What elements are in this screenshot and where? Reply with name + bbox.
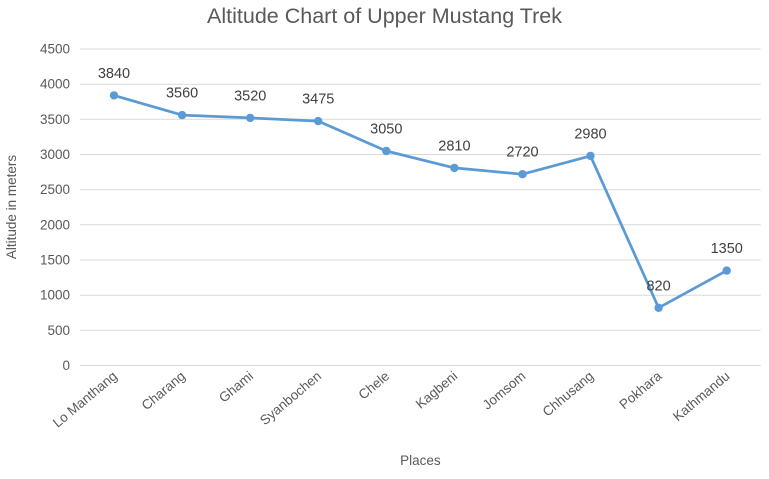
svg-text:1500: 1500 <box>40 253 70 268</box>
svg-text:500: 500 <box>47 323 70 338</box>
svg-text:2980: 2980 <box>574 126 606 142</box>
svg-text:3560: 3560 <box>166 86 198 102</box>
svg-text:Chhusang: Chhusang <box>540 368 597 419</box>
svg-text:Lo Manthang: Lo Manthang <box>50 368 120 430</box>
svg-text:Kathmandu: Kathmandu <box>670 368 733 424</box>
svg-text:3050: 3050 <box>370 122 402 138</box>
svg-text:Ghami: Ghami <box>216 368 256 405</box>
svg-text:Syanbochen: Syanbochen <box>257 368 324 428</box>
svg-text:2810: 2810 <box>438 138 470 154</box>
svg-text:2500: 2500 <box>40 182 70 197</box>
svg-text:3500: 3500 <box>40 112 70 127</box>
svg-text:2720: 2720 <box>506 145 538 161</box>
svg-text:Kagbeni: Kagbeni <box>413 368 461 411</box>
svg-text:4500: 4500 <box>40 42 70 57</box>
svg-text:3840: 3840 <box>98 66 130 82</box>
svg-text:1000: 1000 <box>40 288 70 303</box>
svg-text:3520: 3520 <box>234 88 266 104</box>
svg-text:2000: 2000 <box>40 217 70 232</box>
svg-text:Jomsom: Jomsom <box>480 368 529 412</box>
svg-text:1350: 1350 <box>711 241 743 257</box>
svg-text:820: 820 <box>646 278 670 294</box>
svg-text:Chele: Chele <box>356 368 393 402</box>
svg-text:Pokhara: Pokhara <box>616 368 665 412</box>
svg-text:3000: 3000 <box>40 147 70 162</box>
svg-text:4000: 4000 <box>40 77 70 92</box>
svg-text:Charang: Charang <box>139 368 188 413</box>
svg-text:0: 0 <box>62 358 70 373</box>
svg-text:3475: 3475 <box>302 92 334 108</box>
